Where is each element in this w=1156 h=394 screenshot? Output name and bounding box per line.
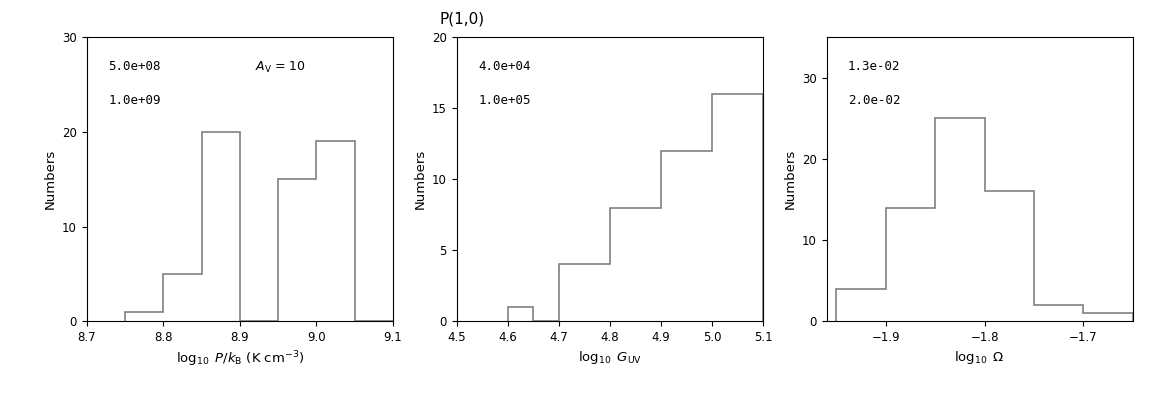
Text: P(1,0): P(1,0) — [439, 12, 486, 27]
Y-axis label: Numbers: Numbers — [414, 149, 427, 209]
Y-axis label: Numbers: Numbers — [44, 149, 57, 209]
X-axis label: $\log_{10}$ $G_{\rm UV}$: $\log_{10}$ $G_{\rm UV}$ — [578, 349, 642, 366]
Text: $A_{\rm V}$ = 10: $A_{\rm V}$ = 10 — [255, 60, 306, 75]
Text: 4.0e+04: 4.0e+04 — [479, 60, 531, 73]
Text: 1.3e-02: 1.3e-02 — [849, 60, 901, 73]
Text: 2.0e-02: 2.0e-02 — [849, 94, 901, 107]
Text: 1.0e+09: 1.0e+09 — [109, 94, 161, 107]
X-axis label: $\log_{10}$ $\Omega$: $\log_{10}$ $\Omega$ — [955, 349, 1005, 366]
Y-axis label: Numbers: Numbers — [784, 149, 796, 209]
Text: 5.0e+08: 5.0e+08 — [109, 60, 161, 73]
Text: 1.0e+05: 1.0e+05 — [479, 94, 531, 107]
X-axis label: $\log_{10}$ $P/k_{\rm B}$ (K cm$^{-3}$): $\log_{10}$ $P/k_{\rm B}$ (K cm$^{-3}$) — [176, 349, 304, 369]
